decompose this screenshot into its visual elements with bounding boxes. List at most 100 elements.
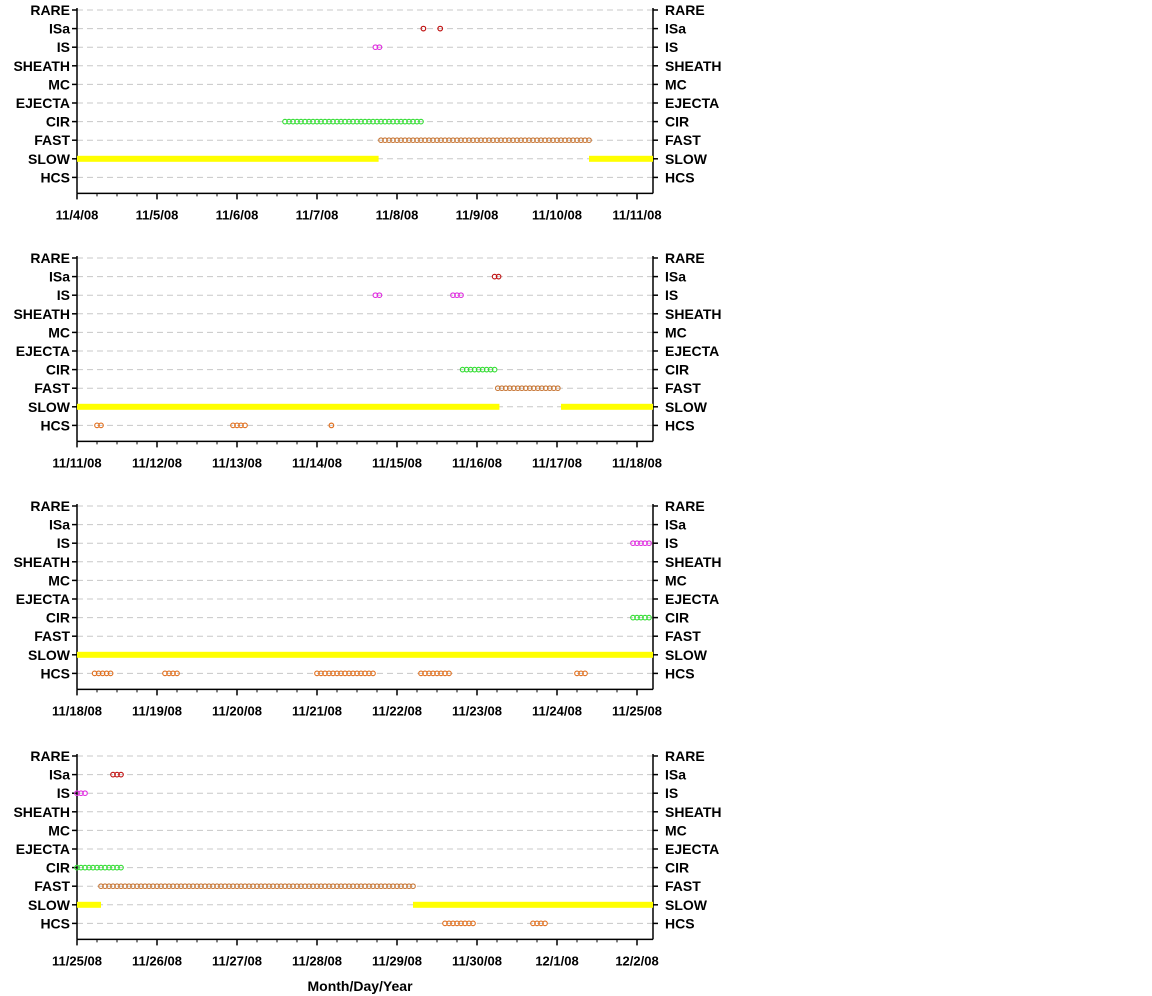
x-tick-label: 11/15/08: [372, 455, 422, 470]
mark-fast-point: [154, 883, 160, 890]
mark-fast-point: [294, 883, 300, 890]
mark-fast-point: [546, 137, 552, 144]
mark-fast-point: [350, 883, 356, 890]
mark-hcs-point: [162, 670, 168, 677]
mark-fast-point: [518, 385, 525, 392]
y-tick-label-right: RARE: [665, 748, 705, 764]
mark-cir-point: [342, 118, 348, 125]
y-tick-label-left: FAST: [34, 878, 70, 894]
mark-fast-point: [554, 385, 561, 392]
mark-fast-point: [202, 883, 208, 890]
y-tick-label-right: CIR: [665, 114, 689, 130]
y-tick-label-right: SLOW: [665, 897, 708, 913]
x-tick-label: 11/26/08: [132, 953, 182, 968]
mark-isa-point: [118, 771, 124, 778]
y-tick-label-left: SLOW: [28, 647, 71, 663]
mark-hcs-point: [170, 670, 176, 677]
mark-cir-point: [330, 118, 336, 125]
mark-cir-point: [386, 118, 392, 125]
y-tick-label-right: HCS: [665, 915, 695, 931]
mark-hcs-point: [350, 670, 356, 677]
mark-fast-point: [194, 883, 200, 890]
mark-fast-point: [174, 883, 180, 890]
y-tick-label-left: SLOW: [28, 399, 71, 415]
y-tick-label-left: MC: [48, 572, 70, 588]
mark-hcs-point: [442, 670, 448, 677]
mark-hcs-point: [174, 670, 180, 677]
mark-hcs-point: [538, 920, 544, 927]
mark-hcs-point: [462, 920, 468, 927]
mark-fast-point: [382, 883, 388, 890]
mark-cir-point: [475, 366, 482, 373]
mark-isa-point: [437, 25, 444, 32]
mark-hcs-point: [318, 670, 324, 677]
mark-cir-point: [638, 614, 644, 621]
mark-fast-point: [190, 883, 196, 890]
mark-fast-point: [386, 883, 392, 890]
mark-is-point: [78, 790, 84, 797]
y-tick-label-left: CIR: [46, 362, 70, 378]
y-tick-label-right: SLOW: [665, 151, 708, 167]
mark-fast-point: [526, 385, 533, 392]
mark-fast-point: [534, 385, 541, 392]
x-tick-label: 11/24/08: [532, 703, 582, 718]
mark-is-point: [372, 292, 379, 299]
y-tick-label-right: ISa: [665, 21, 686, 37]
mark-fast-point: [442, 137, 448, 144]
mark-fast-point: [178, 883, 184, 890]
y-tick-label-left: HCS: [40, 417, 70, 433]
mark-hcs-point: [358, 670, 364, 677]
mark-fast-point: [306, 883, 312, 890]
mark-fast-point: [514, 137, 520, 144]
y-tick-label-right: EJECTA: [665, 841, 719, 857]
x-tick-label: 11/23/08: [452, 703, 502, 718]
mark-fast-point: [454, 137, 460, 144]
mark-hcs-point: [418, 670, 424, 677]
mark-fast-point: [402, 883, 408, 890]
y-tick-label-left: MC: [48, 822, 70, 838]
mark-fast-point: [246, 883, 252, 890]
mark-fast-point: [222, 883, 228, 890]
mark-is-point: [82, 790, 88, 797]
chart-panel-3: HCS HCS SLOW SLOW FAST FAST CIR CIR EJECTA EJECTA…: [13, 498, 721, 718]
mark-cir-point: [467, 366, 474, 373]
mark-fast-point: [110, 883, 116, 890]
mark-slow-band: [77, 403, 500, 410]
mark-fast-point: [418, 137, 424, 144]
y-tick-label-left: IS: [57, 287, 70, 303]
mark-cir-point: [350, 118, 356, 125]
x-axis-title: Month/Day/Year: [307, 978, 413, 994]
mark-fast-point: [530, 137, 536, 144]
mark-fast-point: [570, 137, 576, 144]
y-tick-label-left: EJECTA: [16, 95, 70, 111]
mark-fast-point: [486, 137, 492, 144]
y-tick-label-right: MC: [665, 822, 687, 838]
mark-cir-point: [298, 118, 304, 125]
mark-fast-point: [330, 883, 336, 890]
mark-is-point: [454, 292, 460, 299]
x-tick-label: 11/25/08: [52, 953, 102, 968]
y-tick-label-right: RARE: [665, 498, 705, 514]
mark-cir-point: [94, 864, 100, 871]
y-tick-label-right: ISa: [665, 269, 686, 285]
mark-fast-point: [354, 883, 360, 890]
mark-fast-point: [314, 883, 320, 890]
mark-fast-point: [310, 883, 316, 890]
mark-fast-point: [482, 137, 488, 144]
mark-fast-point: [522, 385, 529, 392]
mark-hcs-point: [366, 670, 372, 677]
mark-fast-point: [126, 883, 132, 890]
mark-is-point: [634, 540, 640, 547]
mark-hcs-point: [99, 670, 106, 677]
mark-fast-point: [266, 883, 272, 890]
y-tick-label-right: RARE: [665, 250, 705, 266]
mark-cir-point: [306, 118, 312, 125]
mark-hcs-point: [238, 422, 244, 429]
mark-cir-point: [302, 118, 308, 125]
mark-hcs-point: [326, 670, 332, 677]
mark-cir-point: [98, 864, 104, 871]
y-tick-label-left: SHEATH: [13, 58, 70, 74]
mark-fast-point: [170, 883, 176, 890]
mark-hcs-point: [314, 670, 320, 677]
mark-fast-point: [326, 883, 332, 890]
